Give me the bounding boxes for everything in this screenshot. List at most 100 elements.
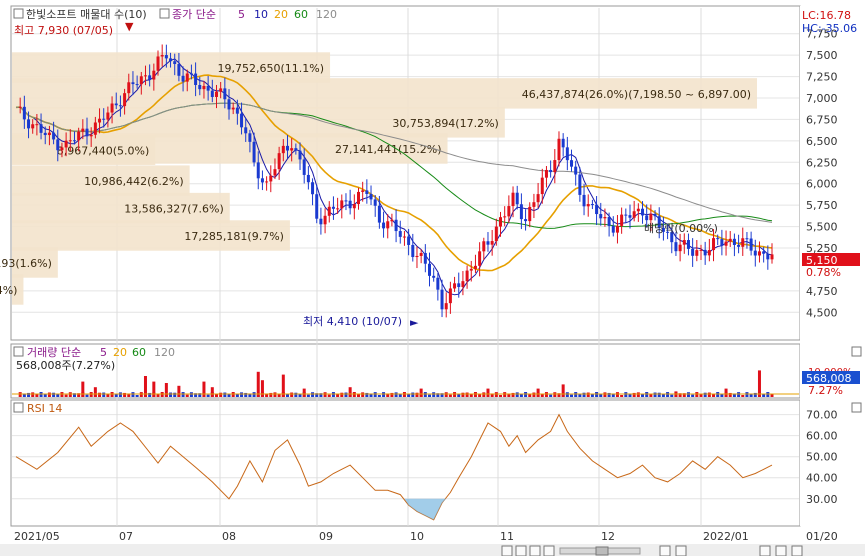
candle-body	[653, 213, 657, 217]
candle-body	[482, 241, 486, 252]
rsi-tick-label: 70.00	[806, 409, 838, 422]
scroll-thumb[interactable]	[595, 546, 609, 556]
high-arrow-icon: ▼	[125, 20, 134, 33]
volume-bar	[219, 392, 223, 397]
volume-bar	[160, 392, 164, 397]
profile-band	[12, 134, 156, 165]
candle-body	[645, 215, 649, 221]
candle-body	[519, 204, 523, 220]
candle-body	[319, 218, 323, 225]
scroll-next-button[interactable]	[543, 545, 555, 556]
candle-body	[678, 244, 682, 252]
settings-button[interactable]	[759, 545, 771, 556]
candle-body	[695, 250, 699, 256]
minus-button[interactable]	[791, 545, 803, 556]
scroll-first-button[interactable]	[501, 545, 513, 556]
volume-bar	[649, 394, 653, 397]
volume-bar	[453, 392, 457, 397]
candle-body	[453, 283, 457, 289]
zoom-in-button[interactable]	[675, 545, 687, 556]
candle-body	[524, 219, 528, 222]
volume-spike	[536, 388, 540, 397]
candle-body	[528, 206, 532, 222]
candle-body	[732, 238, 736, 245]
candle-body	[198, 84, 202, 90]
candle-body	[285, 145, 289, 151]
moving-averages	[15, 58, 773, 296]
volume-panel[interactable]	[10, 343, 801, 399]
volume-bar	[231, 392, 235, 397]
zoom-out-button[interactable]	[659, 545, 671, 556]
candle-body	[486, 241, 490, 245]
candle-body	[206, 85, 210, 91]
candle-body	[123, 93, 127, 107]
volume-bar	[185, 394, 189, 397]
candle-body	[753, 250, 757, 256]
low-arrow-icon: ►	[410, 316, 419, 329]
volume-bar	[336, 393, 340, 397]
volume-bar	[315, 393, 319, 397]
volume-bar	[448, 394, 452, 397]
volume-close-icon[interactable]	[851, 346, 862, 357]
x-tick-label: 01/20	[806, 530, 838, 543]
ma-menu-icon[interactable]	[159, 8, 170, 19]
rsi-menu-icon[interactable]	[13, 402, 24, 413]
candle-body	[478, 251, 482, 266]
scroll-prev-button[interactable]	[515, 545, 527, 556]
candle-body	[737, 244, 741, 247]
volume-bar	[386, 393, 390, 397]
candle-body	[407, 236, 411, 245]
volume-spike	[210, 387, 214, 397]
candle-body	[561, 138, 565, 148]
volume-bar	[356, 394, 360, 397]
volume-bar	[595, 392, 599, 397]
volume-bar	[499, 394, 503, 397]
price-tick-label: 5,500	[806, 221, 838, 234]
candle-body	[281, 145, 285, 154]
volume-profile: 46,437,874(26.0%)(7,198.50 ~ 6,897.00) 30…	[0, 52, 757, 305]
volume-bar	[68, 392, 72, 397]
volume-spike	[260, 380, 264, 397]
volume-bar	[240, 392, 244, 397]
volume-bar	[507, 393, 511, 397]
profile-band	[12, 220, 290, 251]
stop-button[interactable]	[529, 545, 541, 556]
candle-body	[494, 226, 498, 242]
candle-body	[770, 254, 774, 260]
plus-button[interactable]	[775, 545, 787, 556]
rsi-close-icon[interactable]	[851, 402, 862, 413]
candle-body	[511, 192, 515, 207]
candle-body	[536, 194, 540, 203]
profile-label: 19,752,650(11.1%)	[218, 62, 325, 75]
vol-ma-5: 5	[100, 346, 107, 359]
panel-menu-icon[interactable]	[13, 8, 24, 19]
candle-body	[611, 225, 615, 233]
candle-body	[365, 190, 369, 195]
rsi-panel[interactable]	[10, 399, 801, 527]
ma-line-20	[15, 74, 773, 272]
volume-bar	[570, 394, 574, 397]
candle-body	[269, 175, 273, 182]
volume-bar	[490, 393, 494, 397]
volume-bar	[269, 392, 273, 397]
candle-body	[741, 238, 745, 247]
volume-spike	[93, 387, 97, 397]
volume-bars	[12, 370, 799, 397]
volume-bar	[753, 392, 757, 397]
candle-body	[448, 288, 452, 304]
candle-body	[386, 221, 390, 229]
volume-menu-icon[interactable]	[13, 346, 24, 357]
profile-label: 722,029(0.4%)	[0, 284, 17, 297]
volume-value: 568,008	[806, 372, 852, 385]
x-tick-label: 12	[601, 530, 615, 543]
candle-body	[302, 159, 306, 175]
volume-bar	[762, 394, 766, 397]
candle-body	[60, 147, 64, 151]
candle-body	[419, 253, 423, 256]
volume-bar	[319, 393, 323, 397]
volume-bar	[369, 393, 373, 397]
candle-body	[127, 82, 131, 94]
candle-body	[436, 277, 440, 290]
